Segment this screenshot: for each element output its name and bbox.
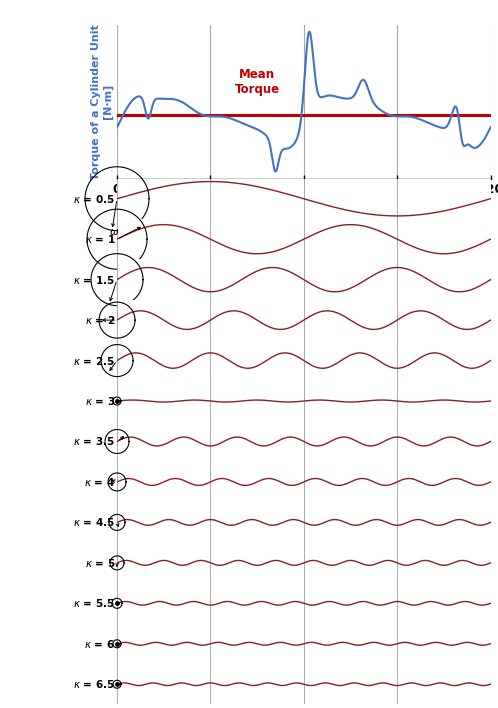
Y-axis label: Torque of a Cylinder Unit
[N·m]: Torque of a Cylinder Unit [N·m] bbox=[91, 24, 113, 180]
X-axis label: Crankshaft Angle [deg]: Crankshaft Angle [deg] bbox=[227, 199, 381, 212]
Text: $\kappa$ = 4.5: $\kappa$ = 4.5 bbox=[74, 516, 115, 528]
Text: $\kappa$ = 4: $\kappa$ = 4 bbox=[84, 476, 115, 488]
Text: $\kappa$ = 1: $\kappa$ = 1 bbox=[85, 233, 115, 245]
Text: $\kappa$ = 5.5: $\kappa$ = 5.5 bbox=[74, 598, 115, 610]
Text: $\kappa$ = 2: $\kappa$ = 2 bbox=[85, 314, 115, 326]
Text: Mean
Torque: Mean Torque bbox=[235, 69, 280, 96]
Text: $\kappa$ = 6: $\kappa$ = 6 bbox=[85, 638, 115, 650]
Text: $\kappa$ = 0.5: $\kappa$ = 0.5 bbox=[74, 193, 115, 205]
Text: $\kappa$ = 1.5: $\kappa$ = 1.5 bbox=[74, 274, 115, 285]
Text: $\kappa$ = 6.5: $\kappa$ = 6.5 bbox=[74, 678, 115, 690]
Text: $\kappa$ = 3.5: $\kappa$ = 3.5 bbox=[74, 435, 115, 447]
Text: $\kappa$ = 5: $\kappa$ = 5 bbox=[85, 557, 115, 569]
Text: $\kappa$ = 3: $\kappa$ = 3 bbox=[85, 395, 115, 407]
Text: $\omega$: $\omega$ bbox=[109, 227, 119, 236]
Text: $\kappa$ = 2.5: $\kappa$ = 2.5 bbox=[74, 355, 115, 367]
